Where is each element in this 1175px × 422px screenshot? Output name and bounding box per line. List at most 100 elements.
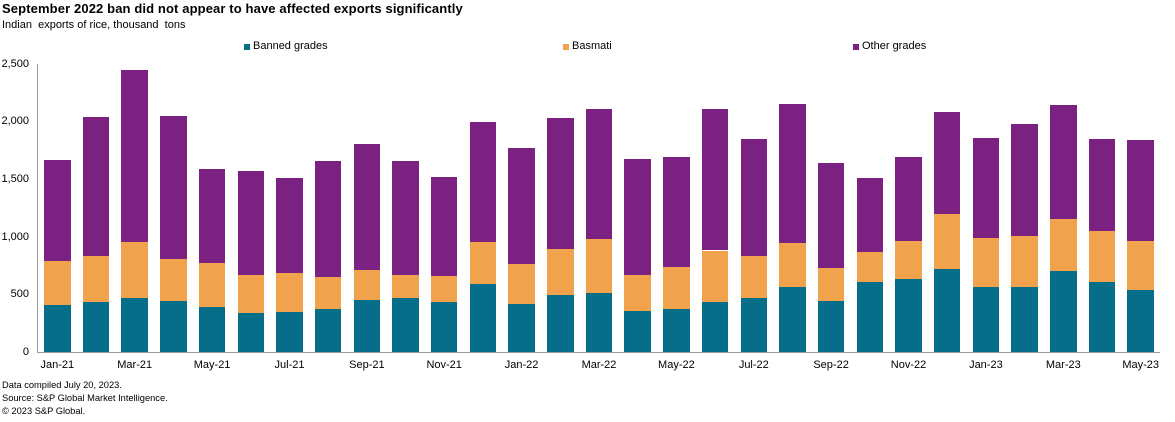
bar-feb-21-segment-banned-grades: [82, 302, 110, 352]
bar-feb-22-segment-basmati: [547, 249, 574, 296]
bar-dec-22-segment-banned-grades: [933, 268, 961, 352]
y-axis-label: 1,500: [1, 173, 29, 185]
bar-mar-22-segment-basmati: [585, 238, 613, 293]
bar-jul-21-segment-basmati: [276, 273, 303, 312]
bar-mar-23-segment-other-grades: [1050, 104, 1077, 219]
y-axis-label: 500: [10, 288, 29, 300]
bar-nov-22-segment-other-grades: [895, 157, 922, 241]
x-axis-label: Jul-22: [738, 359, 769, 372]
bar-jul-22-segment-banned-grades: [740, 298, 767, 352]
bar-feb-22-segment-other-grades: [547, 118, 574, 250]
legend-label-other-grades: Other grades: [862, 40, 927, 52]
bar-sep-22-segment-banned-grades: [817, 301, 845, 352]
bar-mar-21-segment-basmati: [121, 241, 148, 298]
x-axis-label: Sep-22: [813, 359, 849, 372]
bar-jan-21-segment-banned-grades: [44, 304, 71, 352]
bar-oct-21-segment-basmati: [392, 275, 419, 299]
bar-apr-22-segment-basmati: [624, 275, 651, 312]
bar-nov-22-segment-basmati: [895, 240, 922, 279]
bar-sep-21-segment-basmati: [353, 269, 381, 300]
bar-may-23-segment-basmati: [1127, 241, 1154, 291]
bar-may-22-segment-other-grades: [663, 156, 690, 268]
bar-aug-22-segment-other-grades: [779, 104, 806, 243]
legend-label-basmati: Basmati: [572, 40, 612, 52]
bar-jun-21-segment-basmati: [237, 274, 265, 314]
bar-may-21-segment-basmati: [198, 263, 226, 307]
bar-sep-21-segment-banned-grades: [353, 299, 381, 352]
bar-mar-22-segment-other-grades: [585, 109, 613, 239]
x-axis-line: [37, 352, 1160, 353]
legend-swatch-other-grades-icon: [853, 43, 859, 50]
x-axis-label: May-22: [658, 359, 695, 372]
bar-jan-23-segment-banned-grades: [972, 287, 1000, 352]
x-axis-label: Mar-23: [1045, 359, 1081, 372]
bar-sep-22-segment-basmati: [817, 267, 845, 302]
bar-nov-21-segment-basmati: [430, 275, 458, 303]
legend-label-banned-grades: Banned grades: [253, 40, 328, 52]
bar-jul-21-segment-other-grades: [276, 178, 303, 273]
bar-apr-22-segment-other-grades: [624, 158, 651, 276]
bar-sep-21-segment-other-grades: [353, 143, 381, 270]
legend-swatch-basmati-icon: [563, 43, 569, 50]
x-axis-label: Nov-21: [426, 359, 462, 372]
bar-may-21-segment-other-grades: [198, 169, 226, 264]
x-axis-label: Sep-21: [349, 359, 385, 372]
bar-apr-22-segment-banned-grades: [624, 311, 651, 352]
legend-item-banned-grades: Banned grades: [244, 40, 328, 53]
bar-mar-21-segment-other-grades: [121, 70, 148, 242]
bar-jun-21-segment-banned-grades: [237, 313, 265, 352]
y-axis-label: 2,500: [1, 58, 29, 70]
x-axis-label: Mar-21: [117, 359, 153, 372]
bar-apr-21-segment-basmati: [160, 258, 187, 302]
y-axis-label: 2,000: [1, 115, 29, 127]
bar-may-22-segment-basmati: [663, 267, 690, 309]
bar-apr-21-segment-banned-grades: [160, 301, 187, 352]
bar-nov-21-segment-banned-grades: [430, 302, 458, 352]
bar-apr-23-segment-basmati: [1088, 231, 1116, 283]
bar-feb-21-segment-basmati: [82, 256, 110, 303]
bar-aug-21-segment-other-grades: [314, 161, 342, 278]
chart-subtitle: Indian exports of rice, thousand tons: [2, 19, 186, 31]
bar-apr-21-segment-other-grades: [160, 116, 187, 259]
bar-jun-22-segment-other-grades: [701, 108, 729, 251]
y-axis-label: 1,000: [1, 231, 29, 243]
bar-jan-23-segment-basmati: [972, 237, 1000, 288]
y-axis-line: [37, 64, 38, 353]
bar-dec-22-segment-basmati: [933, 214, 961, 269]
bar-jan-21-segment-other-grades: [44, 159, 71, 261]
bar-dec-21-segment-banned-grades: [469, 283, 497, 352]
bar-apr-23-segment-banned-grades: [1088, 282, 1116, 352]
bar-jan-22-segment-banned-grades: [508, 303, 535, 352]
footer-copyright: © 2023 S&P Global.: [2, 405, 86, 416]
bar-aug-22-segment-banned-grades: [779, 286, 806, 352]
x-axis-label: Jul-21: [274, 359, 305, 372]
bar-may-21-segment-banned-grades: [198, 307, 226, 352]
x-axis-label: Mar-22: [581, 359, 617, 372]
bar-apr-23-segment-other-grades: [1088, 138, 1116, 232]
legend-item-basmati: Basmati: [563, 40, 612, 53]
bar-oct-22-segment-basmati: [856, 252, 884, 282]
x-axis-label: Jan-23: [969, 359, 1003, 372]
bar-jul-22-segment-basmati: [740, 256, 767, 299]
bar-jan-23-segment-other-grades: [972, 138, 1000, 238]
bar-jul-21-segment-banned-grades: [276, 311, 303, 352]
bar-feb-23-segment-other-grades: [1011, 123, 1038, 236]
x-axis-label: May-21: [193, 359, 231, 372]
bar-may-22-segment-banned-grades: [663, 308, 690, 352]
bar-oct-22-segment-other-grades: [856, 177, 884, 253]
bar-mar-23-segment-banned-grades: [1050, 271, 1077, 352]
bar-feb-21-segment-other-grades: [82, 117, 110, 257]
bar-aug-21-segment-basmati: [314, 277, 342, 309]
bar-dec-21-segment-basmati: [469, 241, 497, 284]
y-axis-label: 0: [22, 346, 29, 358]
bar-mar-22-segment-banned-grades: [585, 292, 613, 352]
x-axis-label: Jan-22: [504, 359, 539, 372]
bar-may-23-segment-banned-grades: [1127, 290, 1154, 352]
bar-jul-22-segment-other-grades: [740, 139, 767, 257]
bar-feb-22-segment-banned-grades: [547, 295, 574, 352]
bar-mar-23-segment-basmati: [1050, 218, 1077, 272]
bar-jan-22-segment-other-grades: [508, 148, 535, 264]
bar-oct-22-segment-banned-grades: [856, 281, 884, 352]
bar-may-23-segment-other-grades: [1127, 140, 1154, 242]
